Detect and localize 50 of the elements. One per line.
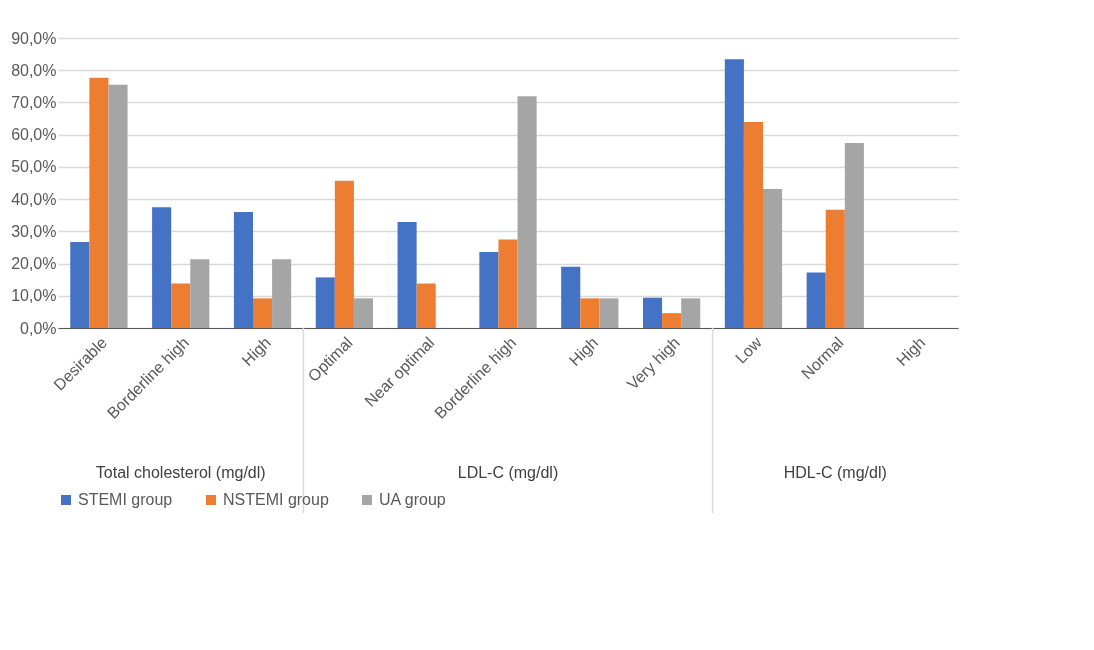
y-tick-label: 60,0%: [11, 126, 57, 144]
x-tick-label: Low: [731, 333, 766, 367]
bar: [233, 212, 253, 328]
x-tick-label: High: [565, 333, 602, 370]
x-tick-label: High: [238, 333, 274, 370]
x-tick-label: Very high: [623, 333, 683, 393]
bar: [517, 96, 537, 328]
bar: [681, 298, 701, 328]
bar: [743, 122, 763, 328]
bar: [763, 189, 783, 328]
bar: [498, 239, 518, 328]
y-tick-label: 30,0%: [11, 222, 57, 240]
bar: [844, 143, 864, 328]
bar: [315, 277, 335, 328]
bar: [334, 180, 354, 328]
y-tick-label: 10,0%: [11, 287, 57, 305]
bar: [70, 241, 90, 328]
bar: [171, 283, 191, 328]
bar: [825, 209, 845, 328]
y-tick-label: 40,0%: [11, 190, 57, 208]
y-tick-label: 70,0%: [11, 93, 57, 111]
x-tick-label: High: [893, 333, 929, 370]
bar: [108, 84, 128, 328]
text: HDL-C (mg/dl): [783, 464, 887, 481]
bar: [724, 59, 744, 328]
bar: [272, 259, 292, 328]
bar: [152, 207, 172, 328]
y-tick-label: 0,0%: [20, 319, 57, 337]
text: LDL-C (mg/dl): [457, 464, 559, 481]
y-tick-label: 50,0%: [11, 158, 57, 176]
y-tick-label: 90,0%: [11, 29, 57, 47]
bar: [643, 297, 663, 328]
y-tick-label: 20,0%: [11, 255, 57, 273]
bar: [580, 298, 600, 328]
bar: [416, 283, 436, 328]
legend-label: UA group: [379, 491, 446, 508]
bar: [599, 298, 619, 328]
text: Total cholesterol (mg/dl): [95, 464, 266, 481]
bar: [662, 313, 682, 328]
bar: [89, 77, 109, 328]
bar: [561, 266, 581, 328]
bar: [353, 298, 373, 328]
y-tick-label: 80,0%: [11, 61, 57, 79]
bar: [806, 272, 826, 328]
legend-label: STEMI group: [78, 491, 173, 508]
bar: [479, 251, 499, 328]
bar: [253, 298, 273, 328]
legend-label: NSTEMI group: [223, 491, 329, 508]
bar: [190, 259, 210, 328]
bar: [397, 221, 417, 328]
